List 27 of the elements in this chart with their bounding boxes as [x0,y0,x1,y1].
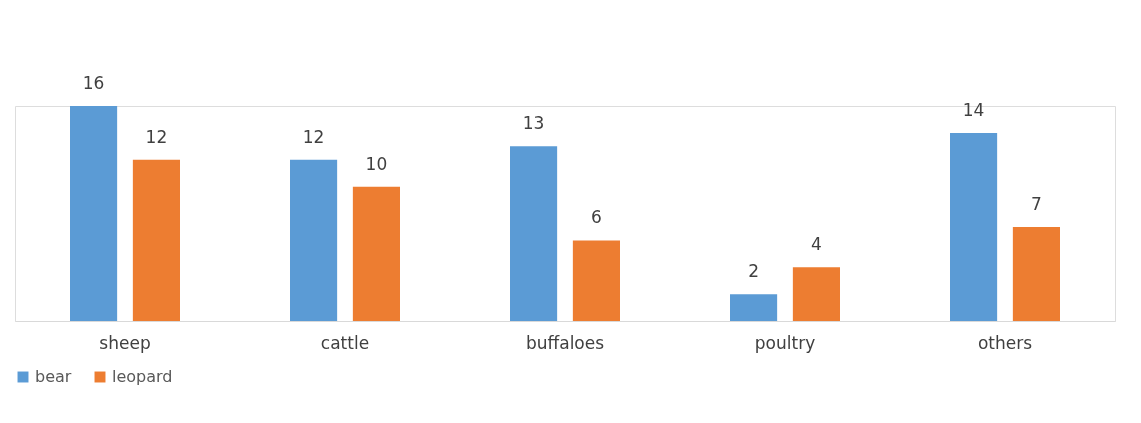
legend-label: bear [35,367,72,386]
x-tick-label: buffaloes [525,332,605,353]
bar [132,159,180,321]
x-tick-label: poultry [754,332,816,353]
bar [290,159,338,321]
bar [792,267,840,321]
bar [730,294,778,321]
data-label: 6 [591,207,602,228]
data-label: 12 [145,126,168,147]
data-label: 14 [962,99,985,120]
bar [950,132,998,321]
data-label: 16 [82,73,105,93]
data-label: 12 [302,126,325,147]
bar [572,240,620,321]
data-label: 7 [1031,193,1042,214]
x-tick-label: others [977,332,1033,353]
bar [70,106,118,321]
legend-label: leopard [112,367,173,386]
data-label: 2 [748,261,759,282]
data-label: 4 [811,234,822,255]
data-label: 10 [365,153,388,174]
x-tick-label: sheep [99,332,151,353]
bar [352,186,400,321]
bar [510,146,558,321]
bar [1012,226,1060,321]
x-tick-label: cattle [320,332,370,353]
data-label: 13 [522,113,545,134]
